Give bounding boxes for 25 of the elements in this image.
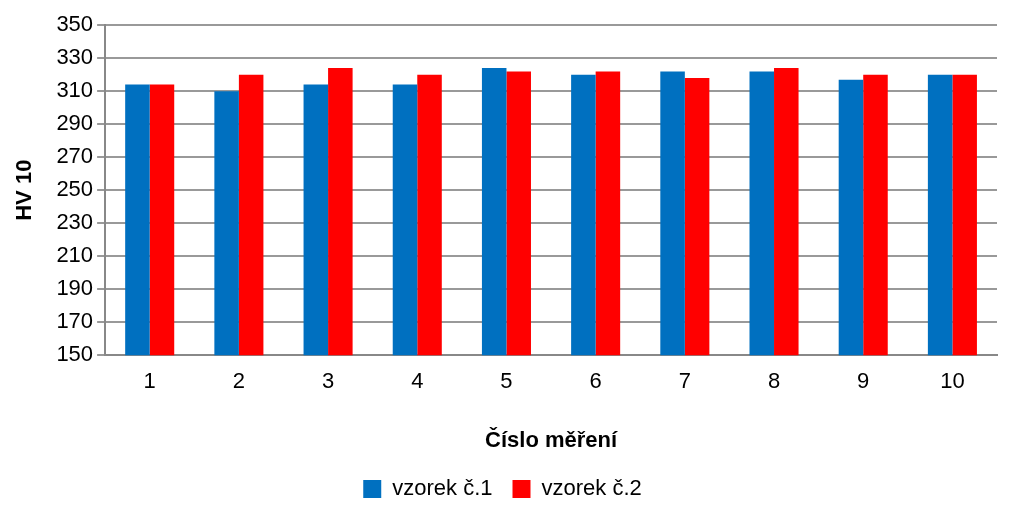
x-tick-label: 7 <box>678 368 691 394</box>
x-tick-label: 6 <box>589 368 602 394</box>
y-tick-label: 230 <box>56 209 94 235</box>
y-tick-label: 190 <box>56 275 94 301</box>
y-axis-title: HV 10 <box>11 159 37 221</box>
x-tick-label: 1 <box>143 368 156 394</box>
legend-label: vzorek č.1 <box>392 475 493 501</box>
y-tick-label: 270 <box>56 143 94 169</box>
y-tick-label: 330 <box>56 44 94 70</box>
legend-label: vzorek č.2 <box>541 475 642 501</box>
x-tick-label: 8 <box>767 368 781 394</box>
y-tick-label: 250 <box>56 176 94 202</box>
x-tick-label: 10 <box>940 368 965 394</box>
y-tick-label: 150 <box>56 341 94 367</box>
x-axis-title: Číslo měření <box>485 426 618 452</box>
x-tick-label: 2 <box>232 368 246 394</box>
x-tick-label: 3 <box>321 368 335 394</box>
x-tick-label: 4 <box>411 368 424 394</box>
y-tick-label: 210 <box>56 242 94 268</box>
x-tick-label: 9 <box>857 368 870 394</box>
y-tick-label: 290 <box>56 110 94 136</box>
x-tick-label: 5 <box>500 368 513 394</box>
y-tick-label: 170 <box>56 308 94 334</box>
y-tick-label: 310 <box>56 77 94 103</box>
y-tick-label: 350 <box>56 11 94 37</box>
